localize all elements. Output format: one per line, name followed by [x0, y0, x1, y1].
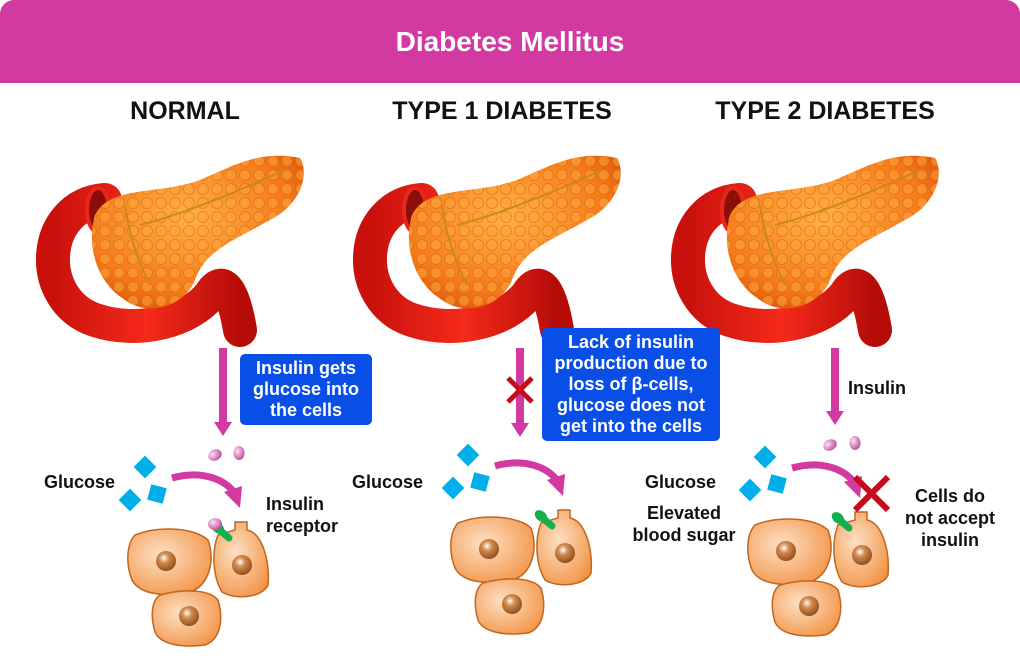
type2-insulin-label: Insulin [848, 378, 906, 398]
panel-normal-pancreas [35, 155, 304, 347]
receptor-head [534, 510, 548, 522]
glucose-molecule [470, 472, 490, 492]
rejected-x-icon [852, 474, 891, 513]
normal-glucose-label: Glucose [44, 472, 116, 492]
normal-note-box: Insulin gets glucose into the cells [240, 354, 372, 425]
arrowhead [224, 486, 242, 508]
panel-title-type2: TYPE 2 DIABETES [715, 97, 935, 125]
panel-t1-cells [441, 443, 593, 635]
type2-glucose-label: Glucose [645, 472, 717, 492]
panel-title-type1: TYPE 1 DIABETES [392, 97, 612, 125]
insulin-receptor [838, 518, 853, 532]
pancreas-lobules [726, 155, 939, 309]
duodenum-tube [352, 183, 574, 347]
nucleus [776, 541, 796, 561]
insulin-receptor [541, 516, 556, 530]
receptor-head [831, 512, 845, 524]
insulin-molecule [208, 449, 222, 461]
insulin-release-arrow [219, 348, 227, 424]
pancreas-lobules [408, 155, 621, 309]
nucleus [179, 606, 199, 626]
duodenum-tube [670, 183, 892, 347]
insulin-molecule [823, 439, 837, 451]
arrowhead [547, 474, 565, 496]
glucose-molecule [767, 474, 787, 494]
insulin-release-arrow [831, 348, 839, 413]
insulin-receptor [218, 528, 233, 542]
panel-t2-cells [738, 436, 890, 637]
title-banner [0, 0, 1020, 83]
glucose-molecule [456, 443, 480, 467]
glucose-molecule [118, 488, 142, 512]
glucose-molecule [738, 478, 762, 502]
glucose-molecule [441, 476, 465, 500]
normal-receptor-label: Insulin receptor [266, 494, 339, 536]
diagram-title: Diabetes Mellitus [395, 26, 625, 57]
arrowhead [511, 423, 529, 437]
glucose-molecule [753, 445, 777, 469]
type1-note-box: Lack of insulin production due to loss o… [542, 328, 720, 441]
nucleus [156, 551, 176, 571]
nucleus [502, 594, 522, 614]
glucose-molecule [147, 484, 167, 504]
nucleus [852, 545, 872, 565]
blocked-x-icon [506, 376, 534, 404]
nucleus [555, 543, 575, 563]
nucleus [232, 555, 252, 575]
glucose-molecule [133, 455, 157, 479]
duodenum-tube [35, 183, 257, 347]
bound-insulin [208, 518, 222, 530]
nucleus [479, 539, 499, 559]
nucleus [799, 596, 819, 616]
pancreas-lobules [91, 155, 304, 309]
type2-reject-label: Cells do not accept insulin [904, 486, 996, 550]
arrowhead [826, 411, 844, 425]
panel-t1-pancreas [352, 155, 621, 347]
type2-elevated-label: Elevated blood sugar [632, 503, 736, 545]
arrowhead [214, 422, 232, 436]
insulin-molecule [849, 436, 861, 450]
pancreatic-duct [759, 169, 921, 286]
panel-t2-pancreas [670, 155, 939, 347]
pancreatic-duct [441, 169, 603, 286]
pancreatic-duct [124, 169, 286, 286]
insulin-molecule [233, 446, 245, 460]
panel-title-normal: NORMAL [130, 97, 240, 125]
panel-normal-cells [118, 446, 270, 647]
type1-glucose-label: Glucose [352, 472, 424, 492]
